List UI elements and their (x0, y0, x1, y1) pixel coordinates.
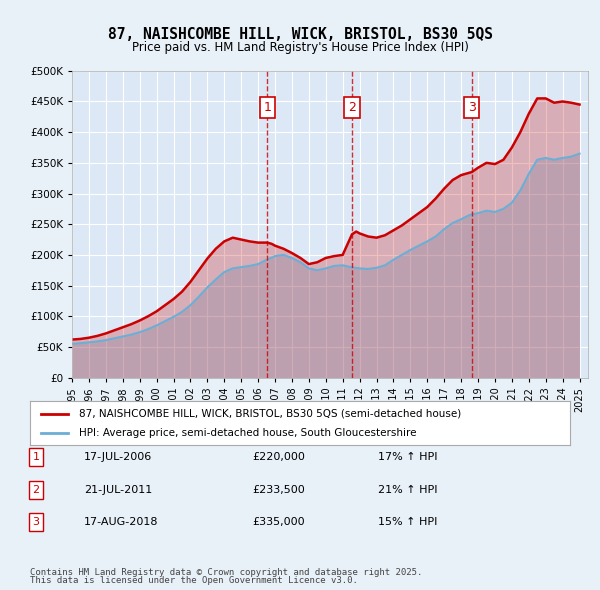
Text: £220,000: £220,000 (252, 453, 305, 462)
Text: 2: 2 (348, 101, 356, 114)
Text: 1: 1 (263, 101, 271, 114)
Text: Contains HM Land Registry data © Crown copyright and database right 2025.: Contains HM Land Registry data © Crown c… (30, 568, 422, 577)
Text: 2: 2 (32, 485, 40, 494)
Text: Price paid vs. HM Land Registry's House Price Index (HPI): Price paid vs. HM Land Registry's House … (131, 41, 469, 54)
Text: 1: 1 (32, 453, 40, 462)
Text: 17-AUG-2018: 17-AUG-2018 (84, 517, 158, 527)
Text: 3: 3 (32, 517, 40, 527)
Text: 15% ↑ HPI: 15% ↑ HPI (378, 517, 437, 527)
Text: 17% ↑ HPI: 17% ↑ HPI (378, 453, 437, 462)
Text: HPI: Average price, semi-detached house, South Gloucestershire: HPI: Average price, semi-detached house,… (79, 428, 416, 438)
Text: 21-JUL-2011: 21-JUL-2011 (84, 485, 152, 494)
Text: £335,000: £335,000 (252, 517, 305, 527)
Text: 3: 3 (468, 101, 476, 114)
Text: 87, NAISHCOMBE HILL, WICK, BRISTOL, BS30 5QS: 87, NAISHCOMBE HILL, WICK, BRISTOL, BS30… (107, 27, 493, 41)
Text: 17-JUL-2006: 17-JUL-2006 (84, 453, 152, 462)
Text: 21% ↑ HPI: 21% ↑ HPI (378, 485, 437, 494)
Text: £233,500: £233,500 (252, 485, 305, 494)
Text: 87, NAISHCOMBE HILL, WICK, BRISTOL, BS30 5QS (semi-detached house): 87, NAISHCOMBE HILL, WICK, BRISTOL, BS30… (79, 409, 461, 418)
Text: This data is licensed under the Open Government Licence v3.0.: This data is licensed under the Open Gov… (30, 576, 358, 585)
